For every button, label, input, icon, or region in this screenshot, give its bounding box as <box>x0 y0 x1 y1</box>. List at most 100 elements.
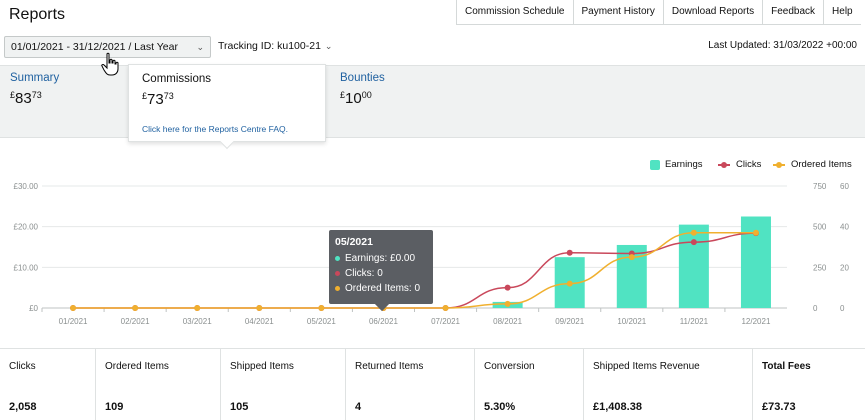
stat-label: Shipped Items Revenue <box>593 361 700 372</box>
x-tick-label: 06/2021 <box>369 317 398 326</box>
legend-earnings[interactable]: Earnings <box>650 159 703 170</box>
date-range-value: 01/01/2021 - 31/12/2021 / Last Year <box>11 41 178 53</box>
stat-value: 4 <box>355 401 362 413</box>
tooltip-row-clicks: Clicks: 0 <box>335 268 427 279</box>
tracking-id-dropdown[interactable]: Tracking ID: ku100-21 ⌄ <box>218 40 332 52</box>
ordered-items-point <box>256 305 263 311</box>
commissions-popover: Commissions £7373 Click here for the Rep… <box>128 64 326 150</box>
y-left-tick: £30.00 <box>14 182 39 191</box>
summary-card[interactable]: Summary £8373 <box>10 72 59 107</box>
stat-value: 105 <box>230 401 249 413</box>
y-right2-tick: 20 <box>840 263 849 272</box>
chevron-down-icon: ⌄ <box>324 41 333 51</box>
ordered-items-point <box>504 300 511 307</box>
y-left-tick: £20.00 <box>14 223 39 232</box>
y-right1-tick: 250 <box>813 263 827 272</box>
tooltip-row-earnings: Earnings: £0.00 <box>335 253 427 264</box>
nav-payment-history[interactable]: Payment History <box>574 0 664 24</box>
top-nav: Commission Schedule Payment History Down… <box>456 0 861 25</box>
tooltip-title: 05/2021 <box>335 236 373 248</box>
stat-ordered-items: Ordered Items 109 <box>96 349 221 420</box>
stat-total-fees: Total Fees £73.73 <box>753 349 865 420</box>
x-tick-label: 10/2021 <box>617 317 646 326</box>
tracking-id-value: Tracking ID: ku100-21 <box>218 40 321 52</box>
ordered-items-point <box>690 229 697 236</box>
bounties-label: Bounties <box>340 72 385 84</box>
clicks-point <box>566 249 573 256</box>
x-tick-label: 11/2021 <box>680 317 709 326</box>
y-right2-tick: 60 <box>840 182 849 191</box>
nav-help[interactable]: Help <box>832 6 853 17</box>
x-tick-label: 04/2021 <box>245 317 274 326</box>
earnings-bar <box>678 224 709 308</box>
y-right1-tick: 750 <box>813 182 827 191</box>
clicks-point <box>690 239 697 246</box>
x-tick-label: 09/2021 <box>555 317 584 326</box>
stats-row: Clicks 2,058 Ordered Items 109 Shipped I… <box>0 348 865 420</box>
clicks-swatch <box>718 161 730 168</box>
y-right2-tick: 0 <box>840 304 845 313</box>
x-tick-label: 07/2021 <box>431 317 460 326</box>
y-right1-tick: 500 <box>813 223 827 232</box>
bounties-card[interactable]: Bounties £1000 <box>340 72 385 107</box>
stat-label: Clicks <box>9 361 36 372</box>
stat-value: 109 <box>105 401 124 413</box>
x-tick-label: 03/2021 <box>183 317 212 326</box>
ordered-items-point <box>752 229 759 236</box>
stat-label: Returned Items <box>355 361 424 372</box>
stat-conversion: Conversion 5.30% <box>475 349 584 420</box>
nav-commission-schedule[interactable]: Commission Schedule <box>457 0 574 24</box>
summary-value: £8373 <box>10 90 42 107</box>
chevron-down-icon: ⌄ <box>196 42 204 52</box>
ordered-items-point <box>566 280 573 287</box>
stat-label: Total Fees <box>762 361 811 372</box>
stat-value: £73.73 <box>762 401 796 413</box>
legend-clicks-label: Clicks <box>736 159 762 170</box>
tooltip-row-ordered: Ordered Items: 0 <box>335 283 427 294</box>
y-left-tick: £10.00 <box>14 263 39 272</box>
commissions-label: Commissions <box>142 73 212 85</box>
x-tick-label: 02/2021 <box>121 317 150 326</box>
x-tick-label: 05/2021 <box>307 317 336 326</box>
stat-shipped-items: Shipped Items 105 <box>221 349 346 420</box>
ordered-items-point <box>132 305 139 311</box>
stat-label: Shipped Items <box>230 361 294 372</box>
stat-label: Conversion <box>484 361 535 372</box>
legend-clicks[interactable]: Clicks <box>718 159 761 170</box>
ordered-items-point <box>628 254 635 261</box>
legend-ordered-items-label: Ordered Items <box>791 159 852 170</box>
y-right2-tick: 40 <box>840 223 849 232</box>
x-tick-label: 08/2021 <box>493 317 522 326</box>
stat-value: £1,408.38 <box>593 401 642 413</box>
ordered-items-point <box>70 305 77 311</box>
last-updated: Last Updated: 31/03/2022 +00:00 <box>708 40 857 51</box>
stat-value: 2,058 <box>9 401 37 413</box>
y-right1-tick: 0 <box>813 304 818 313</box>
ordered-items-point <box>318 305 325 311</box>
ordered-items-swatch <box>773 161 785 168</box>
nav-feedback[interactable]: Feedback <box>763 0 825 24</box>
reports-faq-link[interactable]: Click here for the Reports Centre FAQ. <box>142 124 288 134</box>
x-tick-label: 12/2021 <box>741 317 770 326</box>
legend-earnings-label: Earnings <box>665 159 703 170</box>
summary-label: Summary <box>10 72 60 84</box>
stat-returned-items: Returned Items 4 <box>346 349 475 420</box>
stat-label: Ordered Items <box>105 361 169 372</box>
stat-value: 5.30% <box>484 401 516 413</box>
nav-download-reports[interactable]: Download Reports <box>664 0 764 24</box>
earnings-chart: £0 £10.00 £20.00 £30.00 0 250 500 750 0 20 40 60 01/… <box>14 182 850 326</box>
legend-ordered-items[interactable]: Ordered Items <box>773 159 852 170</box>
chart-tooltip: 05/2021 Earnings: £0.00 Clicks: 0 Ordere… <box>329 230 433 312</box>
stat-shipped-revenue: Shipped Items Revenue £1,408.38 <box>584 349 753 420</box>
commissions-value: £7373 <box>142 91 174 108</box>
popover-tip <box>219 134 235 150</box>
stat-clicks: Clicks 2,058 <box>0 349 96 420</box>
earnings-swatch <box>650 159 660 170</box>
ordered-items-point <box>194 305 201 311</box>
y-left-tick: £0 <box>29 304 38 313</box>
page-title: Reports <box>9 6 66 23</box>
bounties-value: £1000 <box>340 90 372 107</box>
clicks-point <box>504 284 511 291</box>
x-tick-label: 01/2021 <box>59 317 88 326</box>
hand-cursor-icon <box>101 52 119 76</box>
